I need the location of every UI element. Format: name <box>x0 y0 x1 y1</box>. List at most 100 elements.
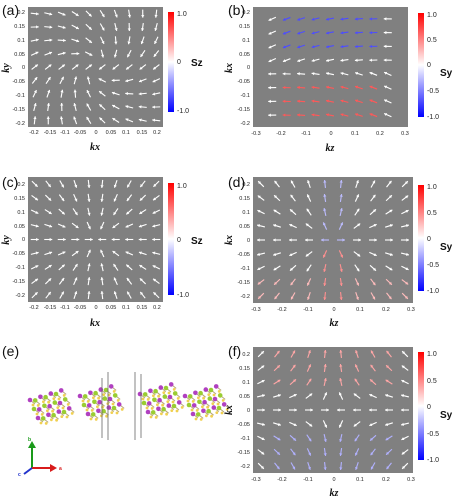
panel-c-ytick: 0.1 <box>17 210 25 216</box>
atom <box>157 397 162 403</box>
panel-c-arrowhead <box>36 237 39 242</box>
panel-f-arrows <box>256 349 410 471</box>
panel-d-arrowhead <box>306 194 310 198</box>
panel-a-arrowhead <box>140 41 144 45</box>
panel-b-arrowhead <box>340 113 344 117</box>
panel-f-ytick: 0.15 <box>239 366 250 372</box>
atom <box>197 396 200 400</box>
panel-d-arrowhead <box>257 238 260 242</box>
panel-f-arrowhead <box>385 437 389 441</box>
atom <box>105 414 108 418</box>
panel-b-arrowhead <box>383 58 387 62</box>
panel-c-xlabel: kx <box>90 318 100 329</box>
panel-c-arrowhead <box>140 291 144 295</box>
panel-f-arrowhead <box>353 393 357 397</box>
panel-f-arrowhead <box>401 437 405 441</box>
panel-d-arrowhead <box>273 238 276 242</box>
atom <box>111 402 115 406</box>
panel-c-arrowhead <box>35 251 39 255</box>
panel-f-arrowhead <box>277 437 281 441</box>
panel-c-xtick: -0.15 <box>44 305 57 311</box>
atom <box>207 396 213 401</box>
panel-a-arrowhead <box>111 91 115 95</box>
panel-f-arrowhead <box>276 365 280 369</box>
panel-d-xlabel: kz <box>330 318 339 329</box>
panel-b-arrowhead <box>297 17 301 21</box>
atom <box>167 391 171 395</box>
panel-a-xtick: -0.1 <box>60 130 69 136</box>
panel-a-arrowhead <box>75 26 79 30</box>
axis-triad: b a c <box>18 437 62 478</box>
panel-b-arrowhead <box>311 31 315 35</box>
panel-a-arrowhead <box>33 103 37 107</box>
panel-f-arrowhead <box>323 453 327 456</box>
atom <box>146 398 150 401</box>
panel-c-xtick: 0.15 <box>137 305 148 311</box>
panel-f-ytick: -0.05 <box>237 422 250 428</box>
panel-c-arrowhead <box>74 291 78 295</box>
panel-c-arrowhead <box>113 198 117 202</box>
panel-c-arrowhead <box>100 277 104 281</box>
panel-b-ytick: 0.15 <box>239 24 250 30</box>
panel-d-arrowhead <box>323 194 327 197</box>
panel-a-arrowhead <box>48 51 52 55</box>
atom <box>52 397 56 400</box>
panel-c-arrowhead <box>35 210 39 214</box>
panel-f-arrowhead <box>354 364 358 368</box>
panel-a-arrowhead <box>140 53 144 57</box>
atom <box>161 403 165 407</box>
panel-a-arrowhead <box>139 66 143 70</box>
panel-b-cbar-tick: -1.0 <box>427 114 439 121</box>
panel-a-arrowhead <box>48 64 52 68</box>
panel-a-arrowhead <box>126 66 130 70</box>
panel-d-arrowhead <box>405 281 409 285</box>
panel-a-xtick: 0.15 <box>137 130 148 136</box>
panel-f-arrowhead <box>386 350 390 354</box>
panel-f-arrowhead <box>401 451 405 455</box>
panel-a-arrowhead <box>47 77 51 81</box>
panel-c-arrowhead <box>76 237 80 242</box>
panel-c-ytick: -0.1 <box>16 265 25 271</box>
panel-a-arrowhead <box>112 104 116 108</box>
atom <box>107 396 113 402</box>
atom <box>50 418 53 422</box>
atom <box>176 400 182 405</box>
panel-b-ytick: 0.05 <box>239 52 250 58</box>
atom <box>92 396 95 400</box>
atom <box>166 400 170 403</box>
panel-e: (e) b a c <box>2 343 230 478</box>
panel-c-ytick: -0.15 <box>12 279 25 285</box>
panel-f-arrowhead <box>354 452 358 456</box>
panel-d-arrowhead <box>290 267 294 271</box>
panel-a-ytick: 0 <box>22 65 25 71</box>
panel-d-arrowhead <box>321 238 324 242</box>
panel-a-arrowhead <box>127 54 131 58</box>
panel-f-cbar-tick: -1.0 <box>427 457 439 464</box>
panel-d-arrowhead <box>323 180 327 183</box>
atom <box>153 388 158 394</box>
panel-f-arrowhead <box>401 408 404 412</box>
panel-b-arrowhead <box>354 31 358 35</box>
panel-a-arrowhead <box>125 79 129 83</box>
panel-f-arrowhead <box>261 394 265 398</box>
panel-a-arrowhead <box>154 27 158 31</box>
atom <box>42 400 45 404</box>
panel-a-arrowhead <box>36 25 39 29</box>
panel-c-arrowhead <box>48 197 52 201</box>
panel-f-arrowhead <box>262 408 265 412</box>
panel-d-ytick: -0.1 <box>241 266 250 272</box>
panel-f-arrowhead <box>261 365 265 369</box>
panel-c-ytick: 0.05 <box>14 224 25 230</box>
c-axis-arrow <box>23 467 33 475</box>
panel-f-arrowhead <box>338 424 342 428</box>
panel-d-cbar-tick: 0.5 <box>427 210 437 217</box>
atom <box>217 390 221 393</box>
panel-c-arrowhead <box>112 251 116 254</box>
atom <box>61 409 67 415</box>
panel-f-xtick: -0.1 <box>303 477 312 483</box>
panel-f-arrowhead <box>354 378 358 382</box>
panel-f-arrowhead <box>310 408 313 412</box>
panel-f-arrowhead <box>339 350 343 353</box>
atom <box>51 412 56 418</box>
panel-d-arrowhead <box>372 180 376 184</box>
